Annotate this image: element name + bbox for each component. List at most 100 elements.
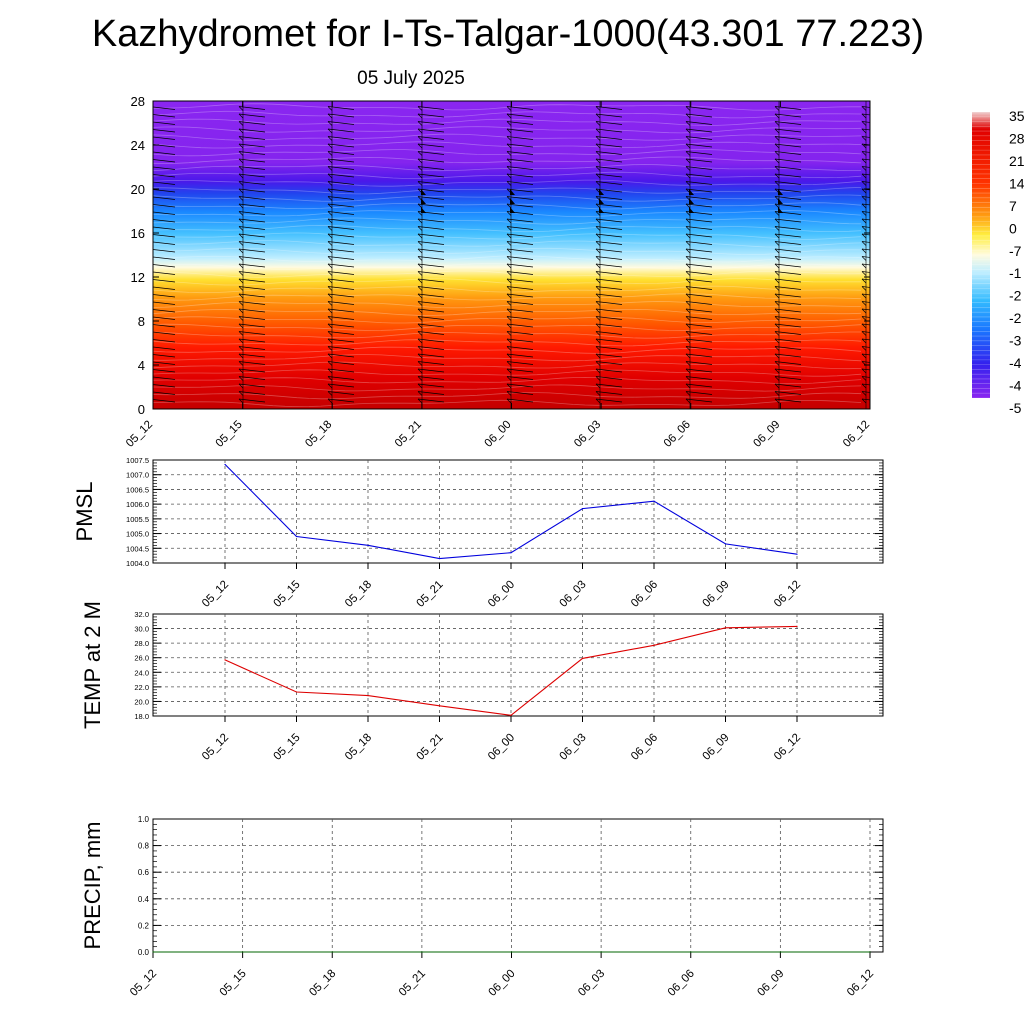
wind-barb-flag (861, 308, 870, 311)
wind-barb-flag (595, 203, 623, 208)
wind-barb-flag (417, 286, 445, 290)
wind-barb-staff (327, 383, 333, 389)
wind-barb-flag (685, 391, 713, 395)
plot-frame (152, 818, 884, 953)
wind-barb-flag (506, 323, 534, 328)
wind-barb-flag (327, 346, 355, 350)
wind-barb-flag (417, 323, 445, 328)
data-point (779, 951, 781, 953)
x-tick-label: 06_00 (487, 968, 518, 999)
y-axis-label: PRECIP, mm (80, 822, 105, 950)
wind-barb-staff (861, 143, 867, 149)
wind-barb-staff (774, 271, 780, 276)
contour-line (153, 262, 862, 270)
contour-line (153, 376, 862, 385)
wind-barb-staff (685, 286, 691, 291)
wind-barb-staff (238, 196, 244, 201)
wind-barb-flag (774, 316, 802, 320)
y-tick-label: 20 (131, 182, 145, 197)
wind-barb-flag (774, 308, 802, 313)
wind-barb-staff (327, 143, 333, 149)
wind-barb-flag (861, 173, 870, 176)
wind-barb-flag (774, 361, 802, 365)
wind-barb-flag (685, 383, 713, 388)
wind-barb-flag (595, 188, 623, 193)
wind-barb-flag (595, 113, 623, 118)
wind-barb-flag (238, 286, 266, 290)
wind-barb-flag (861, 383, 870, 386)
wind-barb-flag (417, 293, 445, 298)
wind-barb-staff (685, 121, 691, 126)
wind-barb-flag (774, 383, 802, 388)
wind-barb-flag (685, 173, 713, 178)
wind-barb-staff (417, 271, 423, 276)
wind-barb-staff (506, 293, 512, 299)
wind-barb-staff (774, 211, 780, 216)
wind-barb-staff (774, 241, 780, 246)
data-point (690, 951, 692, 953)
wind-barb-staff (417, 203, 423, 209)
wind-barb-staff (861, 233, 867, 239)
wind-barb-flag (685, 286, 713, 290)
wind-barb-flag (417, 203, 445, 208)
wind-barb-staff (238, 308, 244, 314)
wind-barb-flag (327, 308, 355, 313)
precip-panel: 0.0 0.2 0.4 0.6 0.8 1.0 05_12 05_15 05_18 05_21 06… (80, 815, 884, 999)
wind-barb-staff (861, 308, 867, 314)
wind-barb-staff (238, 293, 244, 299)
wind-barb-staff (506, 301, 512, 306)
wind-barb-flag (595, 106, 623, 110)
wind-barb-staff (774, 338, 780, 344)
y-tick-label: 26.0 (134, 654, 149, 663)
y-tick-label: 0.4 (138, 895, 150, 904)
wind-barb-flag (417, 278, 445, 283)
contour-line (153, 224, 862, 233)
wind-barb-flag (774, 346, 802, 350)
contour-line (153, 384, 862, 392)
x-tick-label: 06_00 (486, 732, 517, 763)
wind-barb-staff (595, 136, 601, 141)
wind-barb-staff (595, 121, 601, 126)
plot-frame (152, 613, 884, 717)
wind-barb-staff (861, 158, 867, 164)
wind-barb-staff (153, 260, 154, 261)
wind-barb-flag (238, 248, 266, 253)
wind-barb-staff (327, 308, 333, 314)
wind-barb-staff (327, 173, 333, 179)
wind-barb-flag (595, 301, 623, 305)
wind-barb-staff (417, 368, 423, 374)
wind-barb-staff (417, 338, 423, 344)
contour-line (153, 392, 862, 400)
wind-barb-flag (685, 256, 713, 260)
wind-barb-flag (774, 398, 802, 403)
contour-line (153, 346, 862, 354)
wind-barb-staff (774, 226, 780, 231)
wind-barb-staff (685, 158, 691, 164)
wind-barb-staff (153, 350, 154, 351)
wind-barb-flag (774, 203, 802, 208)
wind-barb-staff (238, 323, 244, 329)
y-axis-label: TEMP at 2 M (80, 601, 105, 729)
wind-barb-flag (595, 368, 623, 373)
wind-barb-flag (238, 293, 266, 298)
wind-barb-flag (327, 271, 355, 275)
wind-barb-staff (417, 136, 423, 141)
wind-barb-flag (861, 136, 870, 138)
colorbar-ramp (972, 112, 990, 398)
wind-barb-staff (238, 278, 244, 284)
wind-barb-staff (417, 308, 423, 314)
wind-barb-flag (417, 121, 445, 125)
wind-barb-staff (774, 346, 780, 351)
contour-line (153, 133, 862, 141)
wind-barb-staff (506, 331, 512, 336)
wind-barb-staff (774, 263, 780, 269)
x-tick-label: 05_15 (272, 732, 303, 763)
wind-barb-flag (327, 128, 355, 133)
colorbar-label: 21 (1009, 153, 1024, 169)
wind-barb-staff (861, 368, 867, 374)
wind-barb-flag (861, 128, 870, 131)
wind-barb-flag (861, 263, 870, 266)
wind-barb-staff (153, 245, 154, 246)
data-point (152, 951, 154, 953)
